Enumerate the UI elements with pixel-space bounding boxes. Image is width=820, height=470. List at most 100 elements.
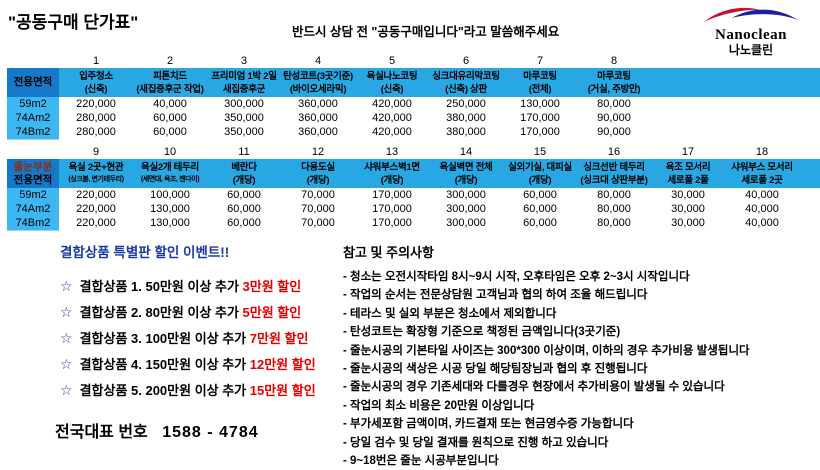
star-icon: ☆ xyxy=(60,304,73,320)
price-cell: 220,000 xyxy=(76,189,116,201)
column-number: 1 xyxy=(92,55,100,67)
column-title: 샤워부스벽1면 xyxy=(364,161,420,173)
price-cell: 40,000 xyxy=(745,217,779,229)
note-item: - 줄눈시공의 기본타일 사이즈는 300*300 이상이며, 이하의 경우 추… xyxy=(343,344,750,357)
price-cell: 30,000 xyxy=(671,217,705,229)
bundle-discount-text: 결합상품 4. 150만원 이상 추가 xyxy=(79,357,250,372)
bundle-discount-item: ☆ 결합상품 4. 150만원 이상 추가 12만원 할인 xyxy=(60,351,316,377)
filler xyxy=(799,216,820,231)
price-cell: 40,000 xyxy=(153,98,187,110)
price-cell: 80,000 xyxy=(597,217,631,229)
column-subtitle: (전체) xyxy=(528,83,552,95)
table-row: 59m2 220,000 40,000 300,000 360,000 420,000 25… xyxy=(7,97,820,112)
header-filler xyxy=(799,159,820,188)
price-cell: 220,000 xyxy=(76,203,116,215)
bundle-discount-highlight: 15만원 할인 xyxy=(249,383,316,398)
phone-label: 전국대표 번호 xyxy=(55,424,148,441)
column-header: 마루코팅 (거실, 주방만) xyxy=(577,68,651,97)
column-subtitle: 세로폴 2폴 xyxy=(667,174,709,186)
column-title: 싱크선반 테두리 xyxy=(583,161,645,173)
column-subtitle: (개당) xyxy=(454,174,478,186)
column-number: 13 xyxy=(385,146,399,158)
price-cell: 70,000 xyxy=(301,217,335,229)
nanoclean-logo: Nanoclean 나노클린 xyxy=(696,5,806,57)
price-cell: 170,000 xyxy=(372,217,412,229)
column-title: 프리미엄 1박 2일 xyxy=(211,70,277,82)
column-subtitle: (개당) xyxy=(232,174,256,186)
column-number: 2 xyxy=(166,55,174,67)
price-cell: 280,000 xyxy=(76,126,116,138)
price-cell: 360,000 xyxy=(298,112,338,124)
note-item: - 테라스 및 실외 부분은 청소에서 제외합니다 xyxy=(343,307,557,320)
star-icon: ☆ xyxy=(60,330,73,346)
filler xyxy=(799,202,820,217)
price-cell: 90,000 xyxy=(597,112,631,124)
price-cell: 360,000 xyxy=(298,98,338,110)
table-header-row: 전용면적 입주청소 (신축) 피톤치드 (새집증후군 작업) 프리미엄 1박 2일 새집증후… xyxy=(7,68,820,97)
price-cell: 70,000 xyxy=(301,203,335,215)
bundle-discount-highlight: 12만원 할인 xyxy=(249,357,316,372)
filler xyxy=(651,55,820,68)
column-number: 17 xyxy=(681,146,695,158)
price-cell: 60,000 xyxy=(227,217,261,229)
column-header: 탄성코트(3곳기준) (바이오세라믹) xyxy=(281,68,355,97)
page-title: "공동구매 단가표" xyxy=(8,13,139,32)
bundle-discount-section: 결합상품 특별판 할인 이벤트!! ☆ 결합상품 1. 50만원 이상 추가 3만… xyxy=(60,241,316,403)
column-number: 12 xyxy=(311,146,325,158)
corner-cell: 줄눈부분 전용면적 xyxy=(7,159,59,188)
bundle-discount-title: 결합상품 특별판 할인 이벤트!! xyxy=(60,245,230,260)
price-cell: 300,000 xyxy=(446,189,486,201)
price-cell: 380,000 xyxy=(446,112,486,124)
column-subtitle: (개당) xyxy=(528,174,552,186)
price-cell: 80,000 xyxy=(597,203,631,215)
column-number: 15 xyxy=(533,146,547,158)
column-title: 욕실벽면 전체 xyxy=(439,161,493,173)
price-cell: 220,000 xyxy=(76,98,116,110)
row-label: 59m2 xyxy=(7,97,59,112)
column-subtitle: (싱크볼, 변기테두리) xyxy=(68,175,124,183)
price-cell: 30,000 xyxy=(671,189,705,201)
column-title: 베란다 xyxy=(231,161,257,173)
column-title: 싱크대유리막코팅 xyxy=(432,70,500,82)
price-cell: 250,000 xyxy=(446,98,486,110)
table-row: 59m2 220,000 100,000 60,000 70,000 170,000 300… xyxy=(7,188,820,203)
note-item: - 부가세포함 금액이며, 카드결재 또는 현금영수증 가능합니다 xyxy=(343,418,634,431)
price-cell: 280,000 xyxy=(76,112,116,124)
column-header: 마루코팅 (전체) xyxy=(503,68,577,97)
column-subtitle: (세면대, 욕조, 젠다이) xyxy=(140,175,200,183)
column-number-row: 1 2 3 4 5 6 7 8 xyxy=(7,55,820,68)
column-number: 11 xyxy=(238,146,250,158)
column-header: 베란다 (개당) xyxy=(207,159,281,188)
price-cell: 360,000 xyxy=(298,126,338,138)
price-cell: 60,000 xyxy=(523,203,557,215)
bundle-discount-text: 결합상품 3. 100만원 이상 추가 xyxy=(79,331,250,346)
column-header: 샤워부스벽1면 (개당) xyxy=(355,159,429,188)
price-cell: 130,000 xyxy=(150,203,190,215)
price-cell: 420,000 xyxy=(372,112,412,124)
price-cell: 100,000 xyxy=(150,189,190,201)
column-number: 6 xyxy=(462,55,470,67)
column-number: 7 xyxy=(536,55,544,67)
column-title: 입주청소 xyxy=(79,70,113,82)
price-cell: 30,000 xyxy=(671,203,705,215)
column-header: 샤워부스 모서리 세로폴 2곳 xyxy=(725,159,799,188)
corner-cell: 전용면적 xyxy=(7,68,59,97)
consult-notice: 반드시 상담 전 "공동구매입니다"라고 말씀해주세요 xyxy=(292,25,560,39)
bundle-discount-highlight: 7만원 할인 xyxy=(249,331,309,346)
column-number-row: 9 10 11 12 13 14 15 16 17 18 xyxy=(7,146,820,159)
bundle-discount-item: ☆ 결합상품 1. 50만원 이상 추가 3만원 할인 xyxy=(60,273,316,299)
notes-title: 참고 및 주의사항 xyxy=(343,245,434,260)
phone-value: 1588 - 4784 xyxy=(162,424,259,441)
price-cell: 420,000 xyxy=(372,98,412,110)
row-label: 74Am2 xyxy=(7,111,59,126)
column-subtitle: (개당) xyxy=(380,174,404,186)
logo-swoosh-icon xyxy=(704,7,798,22)
price-cell: 350,000 xyxy=(224,126,264,138)
column-header: 프리미엄 1박 2일 새집증후군 xyxy=(207,68,281,97)
column-title: 실외기실, 대피실 xyxy=(508,161,572,173)
bundle-discount-highlight: 3만원 할인 xyxy=(242,279,302,294)
note-item: - 청소는 오전시작타임 8시~9시 시작, 오후타임은 오후 2~3시 시작입… xyxy=(343,271,690,283)
national-phone-number: 전국대표 번호 1588 - 4784 xyxy=(55,418,259,442)
column-header: 다용도실 (개당) xyxy=(281,159,355,188)
